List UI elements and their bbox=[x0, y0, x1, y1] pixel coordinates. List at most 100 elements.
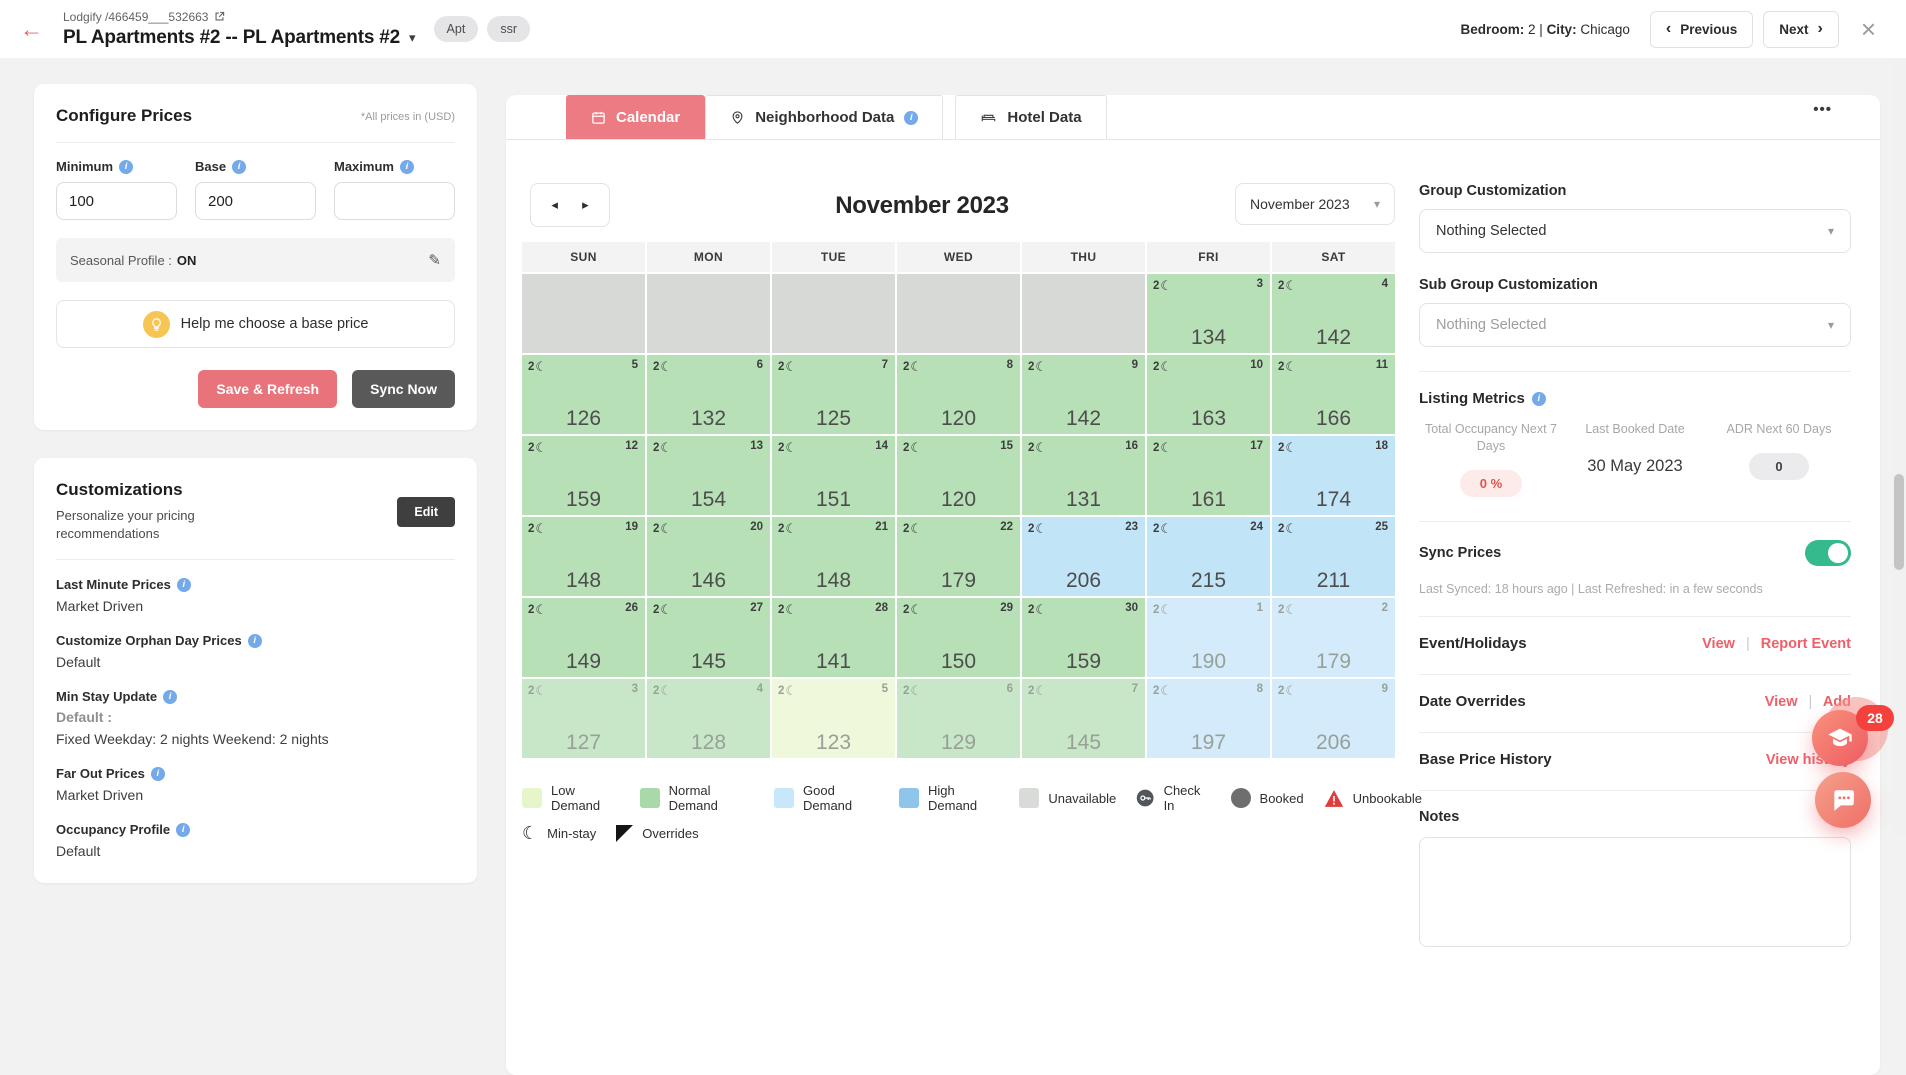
calendar-day-cell[interactable] bbox=[897, 274, 1020, 353]
panel-link[interactable]: Report Event bbox=[1760, 635, 1851, 652]
calendar-day-cell[interactable]: 2 ☾ 29 150 bbox=[897, 598, 1020, 677]
calendar-day-cell[interactable]: 2 ☾ 8 197 bbox=[1147, 679, 1270, 758]
calendar-day-cell[interactable] bbox=[522, 274, 645, 353]
divider bbox=[1419, 371, 1851, 372]
calendar-day-cell[interactable]: 2 ☾ 21 148 bbox=[772, 517, 895, 596]
calendar-day-cell[interactable]: 2 ☾ 7 145 bbox=[1022, 679, 1145, 758]
price-input[interactable] bbox=[195, 182, 316, 220]
calendar-day-cell[interactable]: 2 ☾ 19 148 bbox=[522, 517, 645, 596]
title-dropdown-caret[interactable]: ▾ bbox=[409, 29, 416, 45]
month-select[interactable]: November 2023 ▾ bbox=[1235, 183, 1395, 225]
notes-textarea[interactable] bbox=[1419, 837, 1851, 947]
calendar-day-cell[interactable]: 2 ☾ 25 211 bbox=[1272, 517, 1395, 596]
info-icon[interactable]: i bbox=[247, 633, 262, 648]
panel-link[interactable]: View bbox=[1764, 693, 1798, 710]
calendar-day-cell[interactable]: 2 ☾ 11 166 bbox=[1272, 355, 1395, 434]
scrollbar-thumb[interactable] bbox=[1894, 474, 1904, 570]
pencil-icon[interactable]: ✎ bbox=[428, 252, 441, 269]
min-stay-indicator: 2 ☾ bbox=[528, 683, 548, 698]
sync-now-button[interactable]: Sync Now bbox=[352, 370, 455, 408]
moon-icon: ☾ bbox=[660, 359, 673, 374]
calendar-day-cell[interactable]: 2 ☾ 6 129 bbox=[897, 679, 1020, 758]
moon-icon: ☾ bbox=[1285, 278, 1298, 293]
min-stay-indicator: 2 ☾ bbox=[903, 521, 923, 536]
calendar-day-cell[interactable]: 2 ☾ 15 120 bbox=[897, 436, 1020, 515]
calendar-day-cell[interactable]: 2 ☾ 18 174 bbox=[1272, 436, 1395, 515]
calendar-day-cell[interactable]: 2 ☾ 23 206 bbox=[1022, 517, 1145, 596]
price-input[interactable] bbox=[56, 182, 177, 220]
info-icon[interactable]: i bbox=[150, 766, 165, 781]
calendar-day-cell[interactable]: 2 ☾ 28 141 bbox=[772, 598, 895, 677]
back-button[interactable]: ← bbox=[16, 17, 47, 41]
prev-month-arrow[interactable]: ◂ bbox=[551, 197, 558, 212]
chat-fab-button[interactable] bbox=[1815, 772, 1871, 828]
moon-icon: ☾ bbox=[522, 823, 539, 843]
min-stay-indicator: 2 ☾ bbox=[1153, 683, 1173, 698]
info-icon[interactable]: i bbox=[119, 159, 134, 174]
day-number: 15 bbox=[1000, 440, 1013, 452]
calendar-day-cell[interactable]: 2 ☾ 3 127 bbox=[522, 679, 645, 758]
customization-item: Customize Orphan Day Prices i Default bbox=[56, 633, 455, 672]
save-refresh-button[interactable]: Save & Refresh bbox=[198, 370, 338, 408]
panel-row-label: Date Overrides bbox=[1419, 693, 1526, 710]
calendar-day-cell[interactable]: 2 ☾ 10 163 bbox=[1147, 355, 1270, 434]
calendar-day-cell[interactable]: 2 ☾ 16 131 bbox=[1022, 436, 1145, 515]
close-icon[interactable]: × bbox=[1860, 14, 1876, 44]
min-stay-indicator: 2 ☾ bbox=[903, 359, 923, 374]
next-month-arrow[interactable]: ▸ bbox=[582, 197, 589, 212]
min-stay-indicator: 2 ☾ bbox=[1028, 521, 1048, 536]
tab-neighborhood-data[interactable]: Neighborhood Data i bbox=[705, 95, 944, 139]
calendar-day-cell[interactable]: 2 ☾ 4 142 bbox=[1272, 274, 1395, 353]
calendar-day-cell[interactable]: 2 ☾ 24 215 bbox=[1147, 517, 1270, 596]
calendar-day-cell[interactable]: 2 ☾ 22 179 bbox=[897, 517, 1020, 596]
calendar-day-cell[interactable]: 2 ☾ 5 123 bbox=[772, 679, 895, 758]
calendar-day-cell[interactable]: 2 ☾ 30 159 bbox=[1022, 598, 1145, 677]
info-icon[interactable]: i bbox=[399, 159, 414, 174]
sync-prices-toggle[interactable] bbox=[1805, 540, 1851, 566]
calendar-day-cell[interactable]: 2 ☾ 9 206 bbox=[1272, 679, 1395, 758]
breadcrumb[interactable]: Lodgify /466459___532663 bbox=[63, 10, 416, 24]
day-price: 190 bbox=[1190, 650, 1227, 673]
calendar-day-cell[interactable]: 2 ☾ 14 151 bbox=[772, 436, 895, 515]
calendar-day-cell[interactable] bbox=[647, 274, 770, 353]
calendar-day-cell[interactable]: 2 ☾ 8 120 bbox=[897, 355, 1020, 434]
info-icon[interactable]: i bbox=[232, 159, 247, 174]
panel-link[interactable]: View bbox=[1702, 635, 1735, 652]
day-number: 21 bbox=[875, 521, 888, 533]
calendar-day-cell[interactable]: 2 ☾ 4 128 bbox=[647, 679, 770, 758]
edit-customizations-button[interactable]: Edit bbox=[397, 496, 455, 527]
calendar-day-cell[interactable]: 2 ☾ 6 132 bbox=[647, 355, 770, 434]
price-input[interactable] bbox=[334, 182, 455, 220]
info-icon[interactable]: i bbox=[163, 689, 178, 704]
calendar-day-cell[interactable] bbox=[1022, 274, 1145, 353]
group-customization-select[interactable]: Nothing Selected ▾ bbox=[1419, 209, 1851, 253]
help-base-price-button[interactable]: Help me choose a base price bbox=[56, 300, 455, 348]
more-options-icon[interactable]: ••• bbox=[1813, 101, 1832, 118]
calendar-day-cell[interactable]: 2 ☾ 7 125 bbox=[772, 355, 895, 434]
info-icon[interactable]: i bbox=[176, 822, 191, 837]
calendar-day-cell[interactable] bbox=[772, 274, 895, 353]
info-icon[interactable]: i bbox=[176, 577, 191, 592]
tab-calendar[interactable]: Calendar bbox=[566, 95, 706, 139]
min-stay-indicator: 2 ☾ bbox=[1153, 521, 1173, 536]
day-price: 120 bbox=[940, 488, 977, 511]
calendar-day-cell[interactable]: 2 ☾ 1 190 bbox=[1147, 598, 1270, 677]
calendar-day-cell[interactable]: 2 ☾ 12 159 bbox=[522, 436, 645, 515]
info-icon[interactable]: i bbox=[1531, 391, 1546, 406]
calendar-day-cell[interactable]: 2 ☾ 2 179 bbox=[1272, 598, 1395, 677]
calendar-day-cell[interactable]: 2 ☾ 13 154 bbox=[647, 436, 770, 515]
tab-hotel-data[interactable]: Hotel Data bbox=[955, 95, 1107, 139]
previous-listing-button[interactable]: ‹ Previous bbox=[1649, 10, 1754, 48]
map-pin-icon bbox=[732, 111, 743, 124]
calendar-day-cell[interactable]: 2 ☾ 9 142 bbox=[1022, 355, 1145, 434]
calendar-day-cell[interactable]: 2 ☾ 20 146 bbox=[647, 517, 770, 596]
calendar-day-cell[interactable]: 2 ☾ 27 145 bbox=[647, 598, 770, 677]
calendar-day-cell[interactable]: 2 ☾ 3 134 bbox=[1147, 274, 1270, 353]
subgroup-customization-select[interactable]: Nothing Selected ▾ bbox=[1419, 303, 1851, 347]
day-header: MON bbox=[647, 242, 770, 272]
calendar-day-cell[interactable]: 2 ☾ 5 126 bbox=[522, 355, 645, 434]
calendar-day-cell[interactable]: 2 ☾ 26 149 bbox=[522, 598, 645, 677]
day-price: 125 bbox=[815, 407, 852, 430]
next-listing-button[interactable]: Next › bbox=[1763, 10, 1839, 48]
calendar-day-cell[interactable]: 2 ☾ 17 161 bbox=[1147, 436, 1270, 515]
